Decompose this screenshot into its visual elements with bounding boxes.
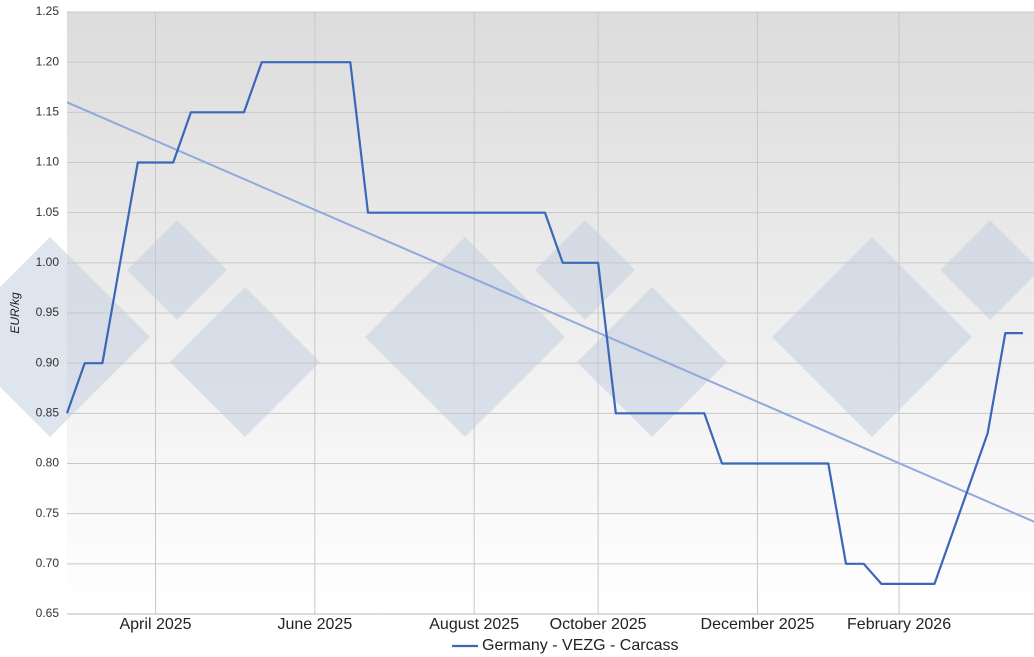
trend-line bbox=[66, 101, 1034, 523]
y-tick-label: 0.65 bbox=[36, 606, 60, 620]
y-tick-label: 1.25 bbox=[36, 4, 60, 18]
x-tick-label: December 2025 bbox=[701, 616, 815, 633]
x-tick-label: August 2025 bbox=[429, 616, 519, 633]
x-tick-label: June 2025 bbox=[277, 616, 352, 633]
y-tick-label: 1.20 bbox=[36, 54, 60, 68]
data-line bbox=[65, 61, 1023, 585]
x-tick-label: October 2025 bbox=[550, 616, 647, 633]
y-tick-label: 0.90 bbox=[36, 355, 60, 369]
y-tick-label: 1.10 bbox=[36, 155, 60, 169]
y-tick-label: 1.05 bbox=[36, 205, 60, 219]
x-tick-label: April 2025 bbox=[119, 616, 191, 633]
legend-label: Germany - VEZG - Carcass bbox=[482, 637, 678, 654]
y-axis-label: EUR/kg bbox=[8, 292, 22, 334]
watermark bbox=[0, 220, 1034, 437]
y-tick-label: 0.75 bbox=[36, 506, 60, 520]
y-tick-label: 0.80 bbox=[36, 456, 60, 470]
x-tick-label: February 2026 bbox=[847, 616, 951, 633]
y-tick-label: 1.15 bbox=[36, 105, 60, 119]
y-tick-label: 0.85 bbox=[36, 406, 60, 420]
y-tick-label: 1.00 bbox=[36, 255, 60, 269]
y-tick-label: 0.95 bbox=[36, 305, 60, 319]
y-tick-label: 0.70 bbox=[36, 556, 60, 570]
